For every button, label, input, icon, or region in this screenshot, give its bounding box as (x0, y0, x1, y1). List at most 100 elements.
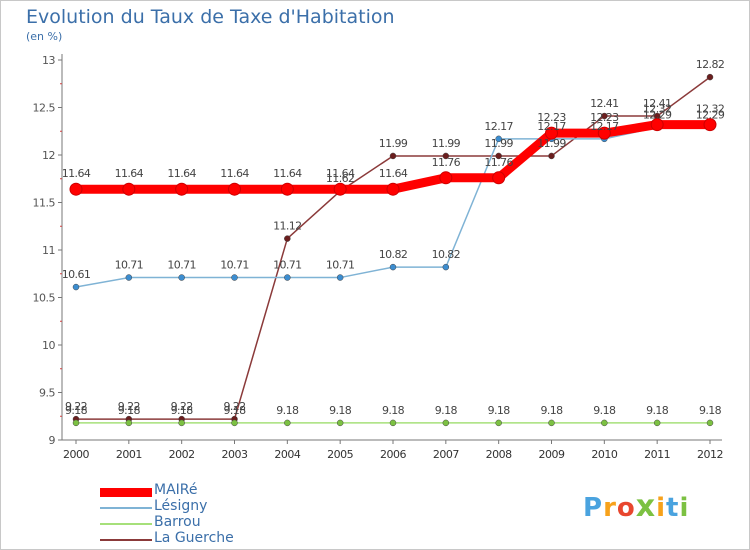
x-tick-label: 2008 (486, 448, 512, 461)
data-label: 12.82 (696, 58, 725, 71)
data-label: 9.18 (540, 404, 563, 417)
data-point (336, 274, 344, 281)
data-point (653, 419, 661, 427)
data-point (72, 419, 80, 427)
logo-letter: i (679, 493, 690, 523)
data-point (231, 274, 238, 281)
y-tick-label: 9 (49, 434, 56, 447)
data-label: 10.82 (432, 248, 461, 261)
data-point (231, 419, 238, 427)
x-tick-label: 2003 (222, 448, 248, 461)
data-point (442, 263, 450, 271)
data-label: 9.18 (118, 404, 141, 417)
data-point (228, 182, 241, 196)
data-label: 9.18 (593, 404, 616, 417)
data-label: 12.17 (484, 120, 513, 133)
data-label: 12.29 (643, 108, 672, 121)
x-tick-label: 2005 (327, 448, 353, 461)
y-tick-label: 13 (42, 54, 55, 67)
y-tick-label: 11 (42, 244, 55, 257)
legend-label: Barrou (154, 514, 201, 530)
data-point (178, 274, 185, 281)
x-tick-label: 2009 (539, 448, 565, 461)
x-tick-label: 2011 (644, 448, 670, 461)
data-label: 11.64 (220, 167, 249, 180)
data-label: 9.18 (171, 404, 194, 417)
logo-letter: x (635, 489, 657, 524)
data-point (495, 152, 502, 160)
data-point (706, 73, 714, 81)
y-tick-label: 12 (42, 149, 55, 162)
data-label: 12.41 (590, 97, 619, 110)
y-tick-label: 12.5 (33, 102, 56, 115)
data-label: 9.22 (223, 400, 245, 413)
data-point (442, 419, 450, 427)
y-tick-label: 11.5 (33, 197, 56, 210)
data-label: 9.22 (118, 400, 140, 413)
data-label: 11.64 (115, 167, 144, 180)
data-label: 12.23 (537, 111, 566, 124)
data-label: 11.64 (326, 167, 355, 180)
data-label: 9.18 (488, 404, 511, 417)
x-tick-label: 2000 (63, 448, 89, 461)
data-label: 10.71 (326, 259, 355, 272)
x-tick-label: 2002 (169, 448, 195, 461)
y-tick-label: 10 (42, 339, 55, 352)
x-tick-label: 2010 (591, 448, 617, 461)
data-point (597, 126, 611, 140)
data-point (178, 419, 185, 427)
data-point (125, 274, 133, 281)
data-label: 11.99 (379, 137, 408, 150)
legend-label: La Guerche (154, 530, 234, 546)
data-point (548, 152, 555, 160)
logo-letter: r (603, 493, 617, 523)
data-point (122, 182, 136, 196)
data-label: 12.41 (643, 97, 672, 110)
data-label: 11.76 (484, 156, 513, 169)
data-point (280, 182, 294, 196)
legend-swatch (100, 523, 152, 525)
data-point (545, 126, 558, 140)
data-label: 11.64 (167, 167, 196, 180)
data-label: 12.17 (590, 120, 619, 133)
x-tick-label: 2007 (433, 448, 459, 461)
data-point (175, 182, 189, 196)
data-label: 11.12 (273, 220, 302, 233)
data-label: 11.64 (379, 167, 408, 180)
y-tick-label: 9.5 (39, 387, 55, 400)
data-point (703, 118, 717, 132)
data-label: 12.32 (643, 103, 672, 116)
data-point (333, 182, 347, 196)
data-label: 10.71 (220, 259, 249, 272)
data-label: 10.71 (115, 259, 144, 272)
data-point (706, 419, 714, 427)
data-label: 11.76 (432, 156, 461, 169)
data-point (389, 263, 397, 271)
data-point (439, 171, 453, 185)
data-point (495, 419, 502, 427)
data-label: 9.18 (329, 404, 352, 417)
legend-swatch (100, 507, 152, 509)
proxiti-logo: Proxiti (583, 489, 689, 524)
data-label: 9.18 (699, 404, 722, 417)
chart-title: Evolution du Taux de Taxe d'Habitation (26, 6, 395, 28)
data-point (284, 274, 291, 281)
data-point (125, 419, 133, 427)
data-point (336, 419, 344, 427)
data-label: 9.18 (223, 404, 246, 417)
y-tick-label: 10.5 (33, 292, 56, 305)
data-label: 10.82 (379, 248, 408, 261)
data-label: 11.99 (484, 137, 513, 150)
legend-label: Lésigny (154, 498, 208, 514)
data-label: 9.18 (65, 404, 88, 417)
legend-swatch (100, 539, 152, 541)
data-label: 12.29 (696, 108, 725, 121)
x-tick-label: 2012 (697, 448, 723, 461)
data-label: 9.18 (435, 404, 458, 417)
data-point (389, 152, 397, 160)
data-point (492, 171, 506, 185)
data-point (284, 419, 291, 427)
legend-label: MAIRé (154, 482, 198, 498)
